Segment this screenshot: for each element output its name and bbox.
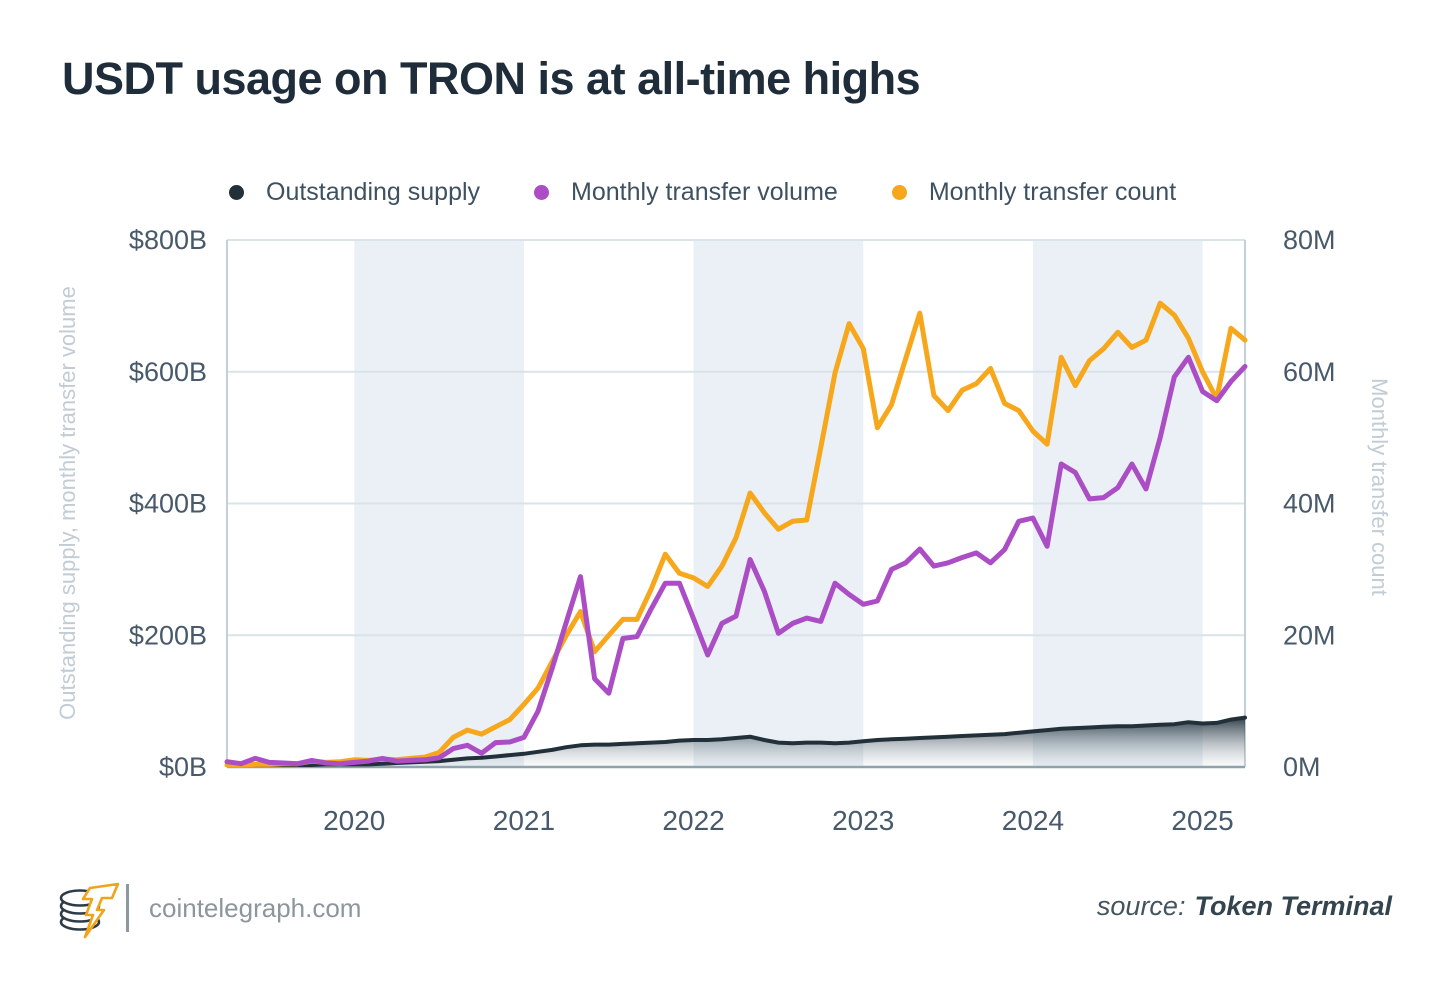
x-axis-tick: 2021 (493, 805, 555, 836)
footer-divider (126, 884, 129, 932)
x-axis-tick: 2022 (662, 805, 724, 836)
left-axis-tick: $600B (129, 357, 207, 387)
right-axis-tick: 0M (1283, 752, 1321, 782)
right-axis-tick: 60M (1283, 357, 1336, 387)
right-axis-tick: 40M (1283, 489, 1336, 519)
legend-label-monthly-transfer-volume: Monthly transfer volume (571, 178, 838, 206)
legend-label-monthly-transfer-count: Monthly transfer count (928, 178, 1177, 206)
left-axis-tick: $200B (129, 620, 207, 650)
lightning-bolt-icon (81, 882, 120, 939)
left-axis-tick: $400B (129, 489, 207, 519)
legend-item-monthly-transfer-count: Monthly transfer count (891, 178, 1177, 207)
left-axis-tick: $800B (129, 225, 207, 255)
page-title: USDT usage on TRON is at all-time highs (62, 53, 921, 104)
right-axis-tick: 20M (1283, 620, 1336, 650)
legend-dot-outstanding-supply (229, 185, 244, 200)
chart-legend: Outstanding supply Monthly transfer volu… (229, 178, 1176, 207)
x-axis-tick: 2020 (323, 805, 385, 836)
legend-dot-monthly-transfer-volume (534, 185, 550, 200)
cointelegraph-logo (59, 882, 120, 939)
source-name: Token Terminal (1194, 891, 1392, 921)
legend-label-outstanding-supply: Outstanding supply (266, 178, 481, 206)
x-axis-tick: 2025 (1171, 805, 1233, 836)
series-line-monthly-transfer-volume (224, 354, 1248, 767)
right-axis-tick: 80M (1283, 225, 1336, 255)
right-axis-title: Monthly transfer count (1367, 378, 1392, 596)
source-attribution: source: Token Terminal (1097, 891, 1392, 922)
x-axis-tick: 2023 (832, 805, 894, 836)
left-axis-title: Outstanding supply, monthly transfer vol… (55, 286, 80, 720)
x-axis-tick: 2024 (1002, 805, 1064, 836)
left-axis-tick: $0B (159, 752, 207, 782)
legend-item-monthly-transfer-volume: Monthly transfer volume (534, 178, 838, 207)
footer-site-url: cointelegraph.com (149, 893, 362, 923)
legend-dot-monthly-transfer-count (891, 185, 907, 200)
legend-item-outstanding-supply: Outstanding supply (229, 178, 480, 207)
source-label: source: (1096, 891, 1186, 921)
series-area-outstanding-supply (227, 717, 1245, 767)
